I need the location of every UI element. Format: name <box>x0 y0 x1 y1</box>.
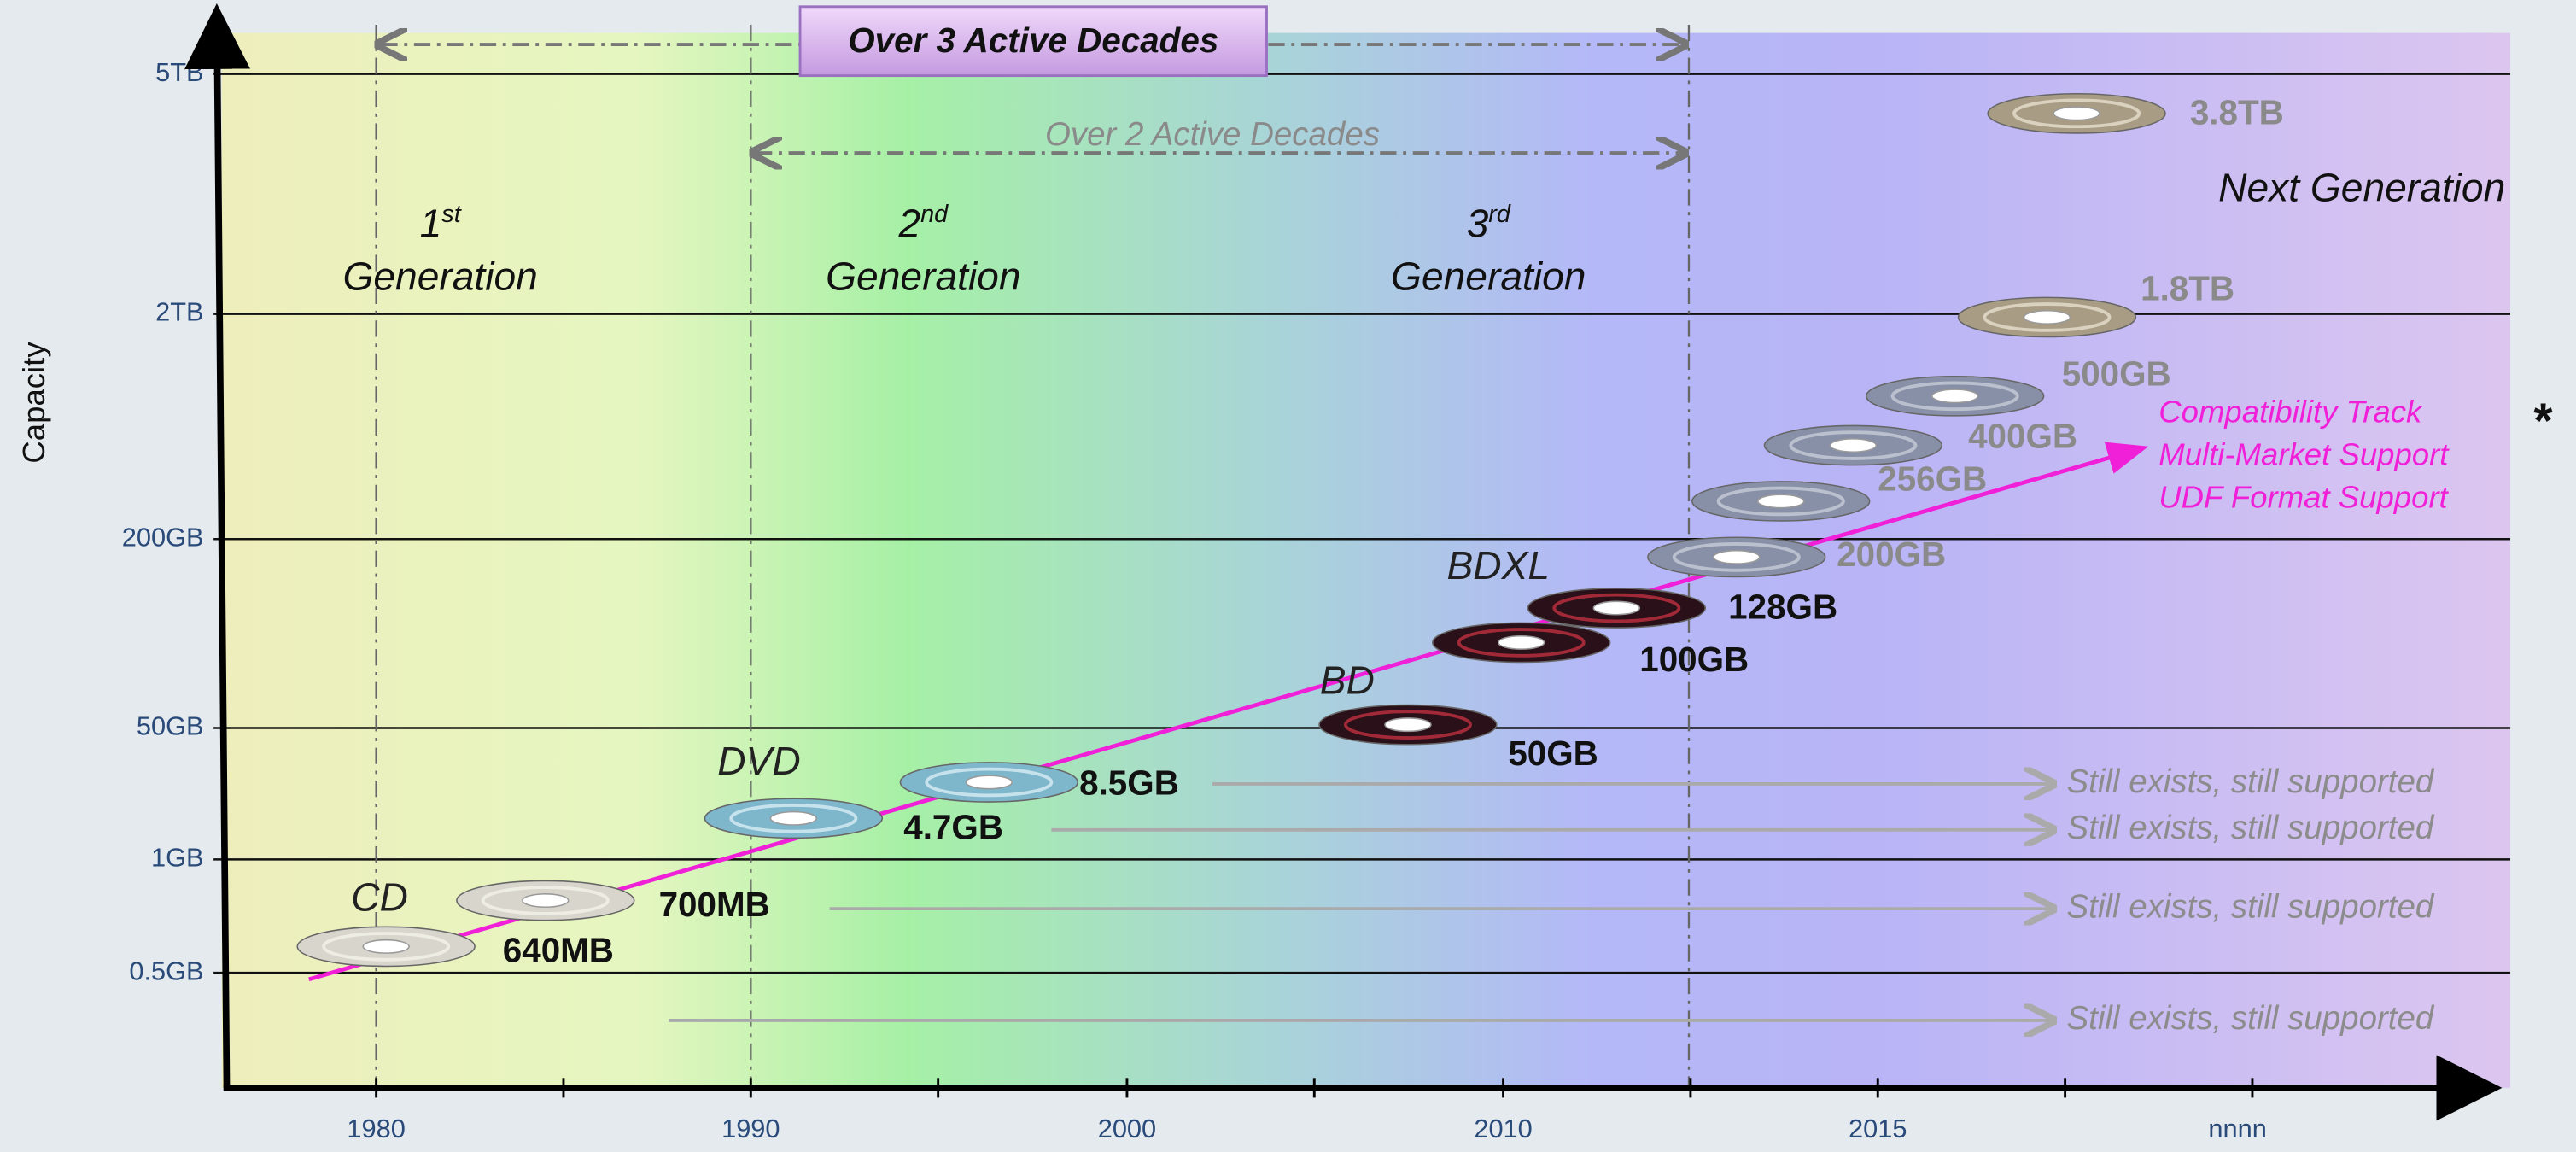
y-tick-label: 200GB <box>122 522 204 552</box>
ordinal: 1 <box>420 202 442 246</box>
disc-capacity: 500GB <box>2062 354 2171 393</box>
disc-capacity: 100GB <box>1639 640 1749 679</box>
format-label: DVD <box>717 739 800 783</box>
page: {"axis": {"y_label": "Capacity", "y_tick… <box>0 0 2576 1152</box>
y-tick-label: 0.5GB <box>129 956 203 985</box>
x-tick-label: 1980 <box>347 1114 405 1143</box>
disc-hub <box>1498 636 1545 649</box>
disc-capacity: 8.5GB <box>1079 763 1179 802</box>
next-generation: Next Generation <box>2218 166 2505 210</box>
ordinal: 3 <box>1467 202 1489 246</box>
y-tick-label: 2TB <box>155 297 203 327</box>
ordinal: 2 <box>897 202 920 246</box>
disc-hub <box>1758 494 1804 507</box>
x-tick-label: 2015 <box>1849 1114 1907 1143</box>
format-label: BD <box>1320 658 1375 703</box>
disc-hub <box>1385 718 1431 731</box>
x-tick-label: nnnn <box>2208 1114 2266 1143</box>
disc-hub <box>2053 107 2100 120</box>
disc-hub <box>1932 389 1978 402</box>
disc-hub <box>523 894 569 907</box>
span-title: Over 2 Active Decades <box>1045 116 1380 153</box>
disc-capacity: 1.8TB <box>2141 268 2234 307</box>
still-note: Still exists, still supported <box>2067 1000 2435 1037</box>
format-label: BDXL <box>1446 543 1550 588</box>
y-tick-label: 1GB <box>151 843 204 873</box>
disc-hub <box>363 940 409 953</box>
track-note: Compatibility Track <box>2158 395 2423 430</box>
y-tick-label: 5TB <box>155 57 203 87</box>
x-tick-label: 2010 <box>1474 1114 1532 1143</box>
disc-hub <box>1593 601 1639 614</box>
disc-capacity: 4.7GB <box>903 807 1003 846</box>
x-tick-label: 1990 <box>721 1114 780 1143</box>
disc-hub <box>1714 551 1760 564</box>
disc-capacity: 640MB <box>503 931 614 970</box>
x-tick-label: 2000 <box>1098 1114 1156 1143</box>
disc-capacity: 700MB <box>659 885 770 924</box>
track-note: UDF Format Support <box>2158 480 2449 515</box>
generation-label: Generation <box>1391 254 1586 298</box>
span-title: Over 3 Active Decades <box>848 20 1218 60</box>
footnote-mark: * <box>2533 394 2553 448</box>
still-note: Still exists, still supported <box>2067 810 2435 846</box>
generation-label: Generation <box>342 254 537 298</box>
disc-capacity: 3.8TB <box>2190 92 2284 132</box>
disc-capacity: 128GB <box>1728 588 1837 627</box>
format-label: CD <box>351 875 408 920</box>
disc-hub <box>1830 439 1876 452</box>
disc-capacity: 200GB <box>1837 535 1946 574</box>
suffix: nd <box>920 201 949 228</box>
y-axis-label: Capacity <box>16 342 51 464</box>
disc-hub <box>2024 311 2071 324</box>
still-note: Still exists, still supported <box>2067 888 2435 925</box>
track-note: Multi-Market Support <box>2158 437 2450 472</box>
generation-label: Generation <box>826 254 1020 298</box>
diagram: 5TB 2TB 200GB 50GB 1GB 0.5GB 1980 1990 2000 2010 2… <box>0 0 2576 1152</box>
disc-capacity: 400GB <box>1968 417 2077 456</box>
suffix: rd <box>1488 201 1511 228</box>
disc-capacity: 256GB <box>1878 459 1987 499</box>
disc-hub <box>966 775 1012 788</box>
suffix: st <box>441 201 462 228</box>
y-tick-label: 50GB <box>137 711 204 741</box>
background <box>222 33 2510 1088</box>
disc-hub <box>770 812 816 825</box>
still-note: Still exists, still supported <box>2067 763 2435 800</box>
disc-capacity: 50GB <box>1508 734 1598 773</box>
